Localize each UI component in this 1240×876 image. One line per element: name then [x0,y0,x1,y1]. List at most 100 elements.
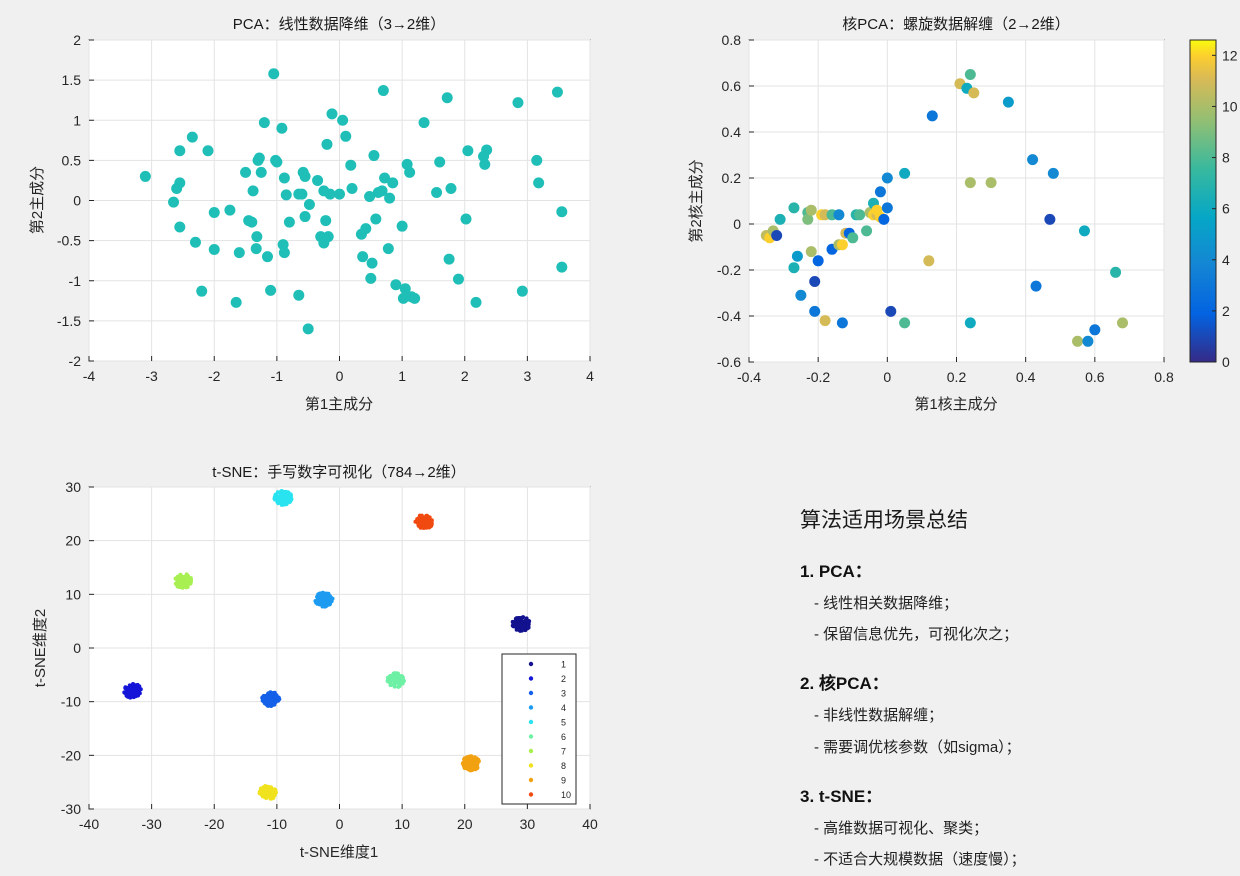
legend-label: 7 [561,747,566,757]
y-tick-label: -10 [61,694,81,710]
legend-label: 6 [561,732,566,742]
scatter-point [512,97,524,109]
scatter-point [230,296,242,308]
cluster-point [276,698,281,703]
legend-marker [528,792,534,797]
x-tick-label: 0.6 [1085,369,1105,385]
scatter-point [802,213,814,225]
scatter-point [899,317,911,329]
cluster-point [510,619,515,624]
pca-panel: -4 -3 -2 -1 0 1 2 3 4 -2 -1.5 -1 -0.5 0 0.5 1 1.5 2 PCA：… [28,16,594,413]
scatter-point [334,188,345,200]
cluster-point [427,515,432,520]
scatter-point [964,69,976,80]
kpca-colorbar-ticks: 0 2 4 6 8 10 12 [1212,47,1238,370]
x-tick-label: 40 [582,816,598,832]
x-tick-label: 0.2 [947,369,967,385]
legend-label: 3 [561,689,566,699]
cluster-point [276,695,281,700]
x-tick-label: 1 [398,368,406,384]
scatter-point [1089,324,1101,336]
y-tick-label: 2 [73,32,81,48]
scatter-point [795,289,807,301]
cluster-point [465,762,470,767]
cluster-point [281,501,286,506]
scatter-point [470,296,482,308]
cluster-point [465,758,470,763]
cluster-point [390,673,395,678]
cluster-point [320,604,325,609]
cluster-point [523,618,528,623]
scatter-point [452,273,464,285]
scatter-point [551,86,563,98]
cluster-point [267,701,272,706]
tsne-points [122,488,532,801]
cluster-point [385,675,390,680]
scatter-point [246,216,258,228]
scatter-point [1030,280,1042,292]
scatter-point [224,204,236,216]
cluster-point [462,757,467,762]
scatter-point [357,251,369,263]
tsne-legend-items: 1 2 3 4 5 6 7 8 9 10 [528,660,571,800]
scatter-point [346,182,358,194]
tsne-x-ticks: -40 -30 -20 -10 0 10 20 30 40 [79,804,598,832]
summary-heading-kpca: 2. 核PCA： [800,673,889,693]
scatter-point [533,177,545,189]
y-tick-label: -2 [69,353,82,369]
scatter-point [481,144,493,156]
scatter-point [233,247,245,259]
summary-panel: 算法适用场景总结 1. PCA： - 线性相关数据降维； - 保留信息优先，可视… [800,509,1026,868]
cluster-point [525,626,530,631]
colorbar-tick-label: 10 [1222,98,1238,114]
scatter-point [788,202,800,214]
cluster-7 [173,572,193,590]
scatter-point [899,167,911,179]
x-tick-label: 30 [520,816,536,832]
scatter-point [771,230,783,241]
y-tick-label: -0.5 [57,233,81,249]
scatter-point [382,243,394,255]
cluster-point [272,691,277,696]
cluster-point [318,595,323,600]
scatter-point [833,209,845,221]
scatter-point [819,315,831,327]
y-tick-label: -30 [61,801,81,817]
cluster-point [276,501,281,506]
cluster-point [387,679,392,684]
x-tick-label: -20 [204,816,224,832]
scatter-point [174,145,186,157]
scatter-point [964,317,976,329]
scatter-point [326,108,338,120]
scatter-point [836,239,848,251]
cluster-point [329,595,334,600]
cluster-point [185,583,190,588]
cluster-point [138,687,143,692]
scatter-point [847,232,859,244]
cluster-point [392,684,397,689]
scatter-point [926,110,938,122]
scatter-point [791,250,803,262]
scatter-point [923,255,935,267]
scatter-point [968,87,980,99]
cluster-point [173,576,178,581]
legend-marker [528,748,534,754]
scatter-point [174,221,186,233]
scatter-point [186,131,198,143]
y-tick-label: 30 [65,479,81,495]
cluster-point [280,496,285,501]
cluster-point [421,522,426,527]
kpca-chart-title: 核PCA：螺旋数据解缠（2→2维） [842,15,1070,33]
x-tick-label: -40 [79,816,99,832]
x-tick-label: 0.4 [1016,369,1036,385]
scatter-point [196,285,208,297]
scatter-point [280,189,292,201]
cluster-6 [385,671,406,689]
scatter-point [397,292,409,304]
cluster-point [280,492,285,497]
cluster-10 [413,513,434,530]
scatter-point [788,262,800,274]
cluster-point [288,492,293,497]
scatter-point [276,122,288,134]
